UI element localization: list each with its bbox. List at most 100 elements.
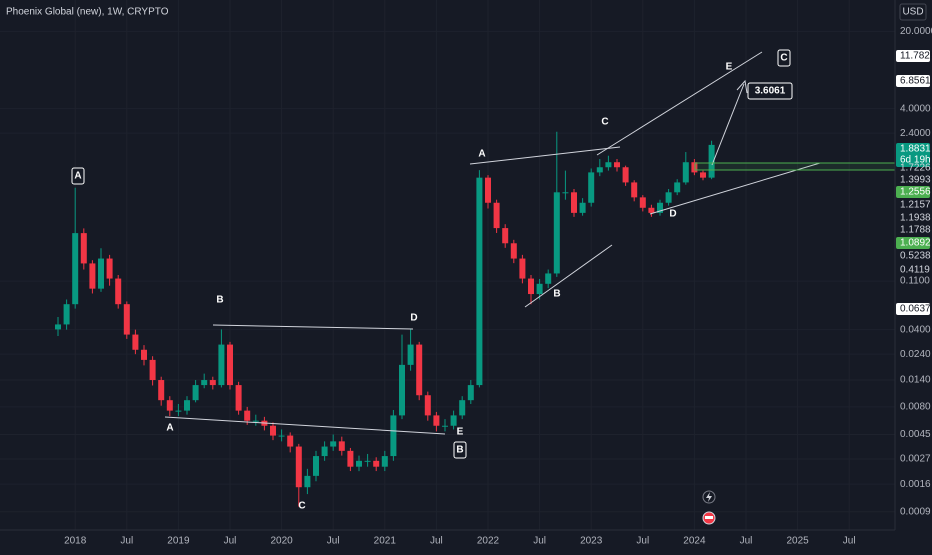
candle-body xyxy=(313,456,319,476)
candle-body xyxy=(588,172,595,203)
chart-title: Phoenix Global (new), 1W, CRYPTO xyxy=(6,7,169,18)
candle-body xyxy=(295,446,302,488)
lightning-icon xyxy=(706,492,712,502)
candle-body xyxy=(141,349,147,360)
wave-label: C xyxy=(298,501,305,512)
candle-body xyxy=(433,415,440,426)
wave-label: D xyxy=(669,209,676,220)
wave-label: A xyxy=(166,423,173,434)
trend-line xyxy=(524,244,613,308)
y-tick-label: 0.0400 xyxy=(900,324,931,335)
price-badge xyxy=(896,186,930,198)
candle-body xyxy=(149,359,156,381)
price-badge xyxy=(896,75,930,87)
x-tick-label: 2021 xyxy=(374,536,397,547)
wave-label: E xyxy=(457,427,464,438)
annotation-box xyxy=(71,167,85,185)
candle-body xyxy=(115,278,122,305)
candle-body xyxy=(166,400,173,411)
price-badge-label: 1.1938 xyxy=(900,213,931,224)
candle-body xyxy=(674,182,681,193)
candle-body xyxy=(691,162,698,173)
candle-body xyxy=(330,441,337,447)
candle-body xyxy=(708,144,715,178)
flag-icon xyxy=(705,516,713,519)
x-tick-label: 2019 xyxy=(167,536,190,547)
price-badge-label: 0.4119 xyxy=(900,265,930,276)
candle-body xyxy=(244,410,251,421)
x-tick-label: Jul xyxy=(430,536,443,547)
candle-body xyxy=(682,162,689,183)
candle-body xyxy=(493,202,500,229)
candle-body xyxy=(321,446,328,457)
candle-body xyxy=(347,450,354,467)
wave-label: D xyxy=(410,313,417,324)
currency-label: USD xyxy=(902,7,923,18)
candle-body xyxy=(502,228,509,244)
wave-label: A xyxy=(74,171,81,182)
candle-body xyxy=(192,385,199,401)
x-tick-label: 2023 xyxy=(580,536,603,547)
candle-body xyxy=(381,456,388,467)
price-badge xyxy=(896,303,930,315)
candle-body xyxy=(356,460,362,467)
candle-body xyxy=(123,304,130,335)
x-tick-label: Jul xyxy=(636,536,649,547)
trend-line xyxy=(649,162,821,215)
candle-body xyxy=(631,182,638,198)
candle-body xyxy=(528,278,534,295)
candle-body xyxy=(106,258,113,279)
x-tick-label: Jul xyxy=(120,536,133,547)
projection-arrow xyxy=(711,83,745,166)
drawings xyxy=(164,51,896,435)
price-badge-label: 1.2556 xyxy=(900,187,931,198)
y-tick-label: 0.0045 xyxy=(900,429,931,440)
y-tick-label: 0.0140 xyxy=(900,375,931,386)
currency-box xyxy=(899,3,927,21)
candle-body xyxy=(467,385,474,401)
price-badge xyxy=(896,237,930,249)
candle-body xyxy=(545,273,552,284)
candle-body xyxy=(158,380,165,401)
x-tick-label: Jul xyxy=(533,536,546,547)
trend-line xyxy=(469,146,621,165)
y-tick-label: 0.0240 xyxy=(900,349,931,360)
wave-label: C xyxy=(780,53,787,64)
y-tick-label: 0.0027 xyxy=(900,454,931,465)
price-badge xyxy=(896,143,930,167)
trend-line xyxy=(164,416,446,435)
wave-label: A xyxy=(478,149,485,160)
candle-body xyxy=(304,475,311,488)
wave-label: C xyxy=(601,117,608,128)
price-badge-label: 11.7829 xyxy=(900,51,932,62)
price-badge-label: 6.8561 xyxy=(900,76,931,87)
candle-body xyxy=(424,395,431,416)
candle-body xyxy=(373,460,380,467)
x-tick-label: Jul xyxy=(327,536,340,547)
x-tick-label: Jul xyxy=(843,536,856,547)
price-badge-countdown: 6d 19h xyxy=(900,155,931,166)
candle-body xyxy=(252,420,259,422)
candle-body xyxy=(536,283,543,295)
wave-label: B xyxy=(216,295,223,306)
annotation-box xyxy=(747,82,793,100)
price-badge-label: 1.7226 xyxy=(900,163,931,174)
y-tick-label: 0.0080 xyxy=(900,402,931,413)
candle-body xyxy=(201,380,208,386)
trend-line xyxy=(596,51,763,156)
price-badge-label: 1.0892 xyxy=(900,238,931,249)
candle-body xyxy=(209,380,216,386)
y-tick-label: 0.1100 xyxy=(900,276,930,287)
candle-body xyxy=(459,400,466,416)
candle-body xyxy=(657,202,663,213)
candle-body xyxy=(55,324,61,330)
x-tick-label: 2022 xyxy=(477,536,500,547)
candle-body xyxy=(605,162,612,168)
candle-body xyxy=(416,344,423,396)
candle-body xyxy=(622,167,629,183)
candle-body xyxy=(278,435,285,437)
candle-body xyxy=(89,263,96,289)
event-icons xyxy=(702,490,716,525)
y-tick-label: 4.0000 xyxy=(900,103,931,114)
